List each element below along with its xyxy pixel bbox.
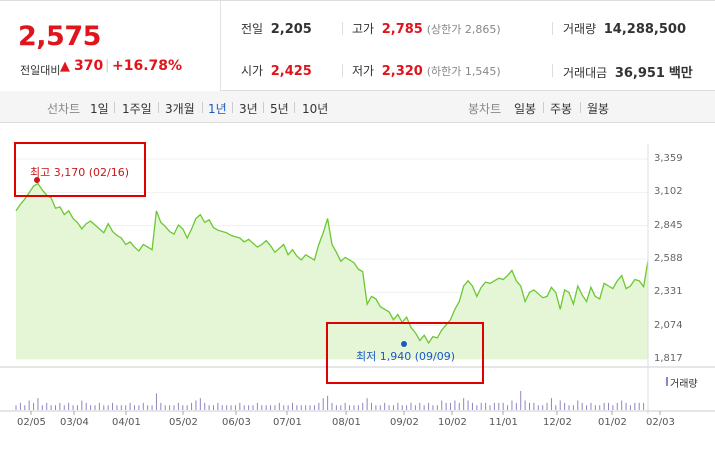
period-divider	[114, 102, 115, 113]
period-divider	[580, 102, 581, 113]
chart-period-bar: 선차트 1일 1주일 3개월 1년 3년 5년 10년 봉차트 일봉 주봉 월봉	[0, 91, 715, 123]
upper-limit: (상한가 2,865)	[426, 23, 501, 36]
candle-chart-label: 봉차트	[468, 102, 502, 116]
prev-close-stat: 전일 2,205	[241, 20, 312, 37]
x-axis-tick-label: 02/05	[17, 417, 46, 428]
candle-monthly[interactable]: 월봉	[587, 102, 610, 116]
period-divider	[294, 102, 295, 113]
y-axis-tick-label: 2,331	[654, 286, 683, 298]
open-label: 시가	[241, 64, 264, 78]
high-highlight-box	[14, 142, 146, 197]
x-axis-tick-label: 02/03	[646, 417, 675, 428]
stat-divider	[342, 22, 343, 35]
y-axis-tick-label: 3,359	[654, 153, 683, 164]
volume-label: 거래량	[563, 22, 597, 36]
price-area-fill	[16, 183, 648, 359]
open-stat: 시가 2,425	[241, 62, 312, 79]
y-axis-tick-label: 2,845	[654, 219, 683, 231]
period-divider	[158, 102, 159, 113]
lower-limit: (하한가 1,545)	[426, 65, 501, 78]
low-annotation: 최저 1,940 (09/09)	[356, 350, 456, 363]
period-10y[interactable]: 10년	[302, 102, 329, 116]
x-axis-tick-label: 05/02	[169, 417, 198, 428]
change-divider: |	[105, 58, 110, 73]
candle-weekly[interactable]: 주봉	[550, 102, 573, 116]
amount-unit: 백만	[668, 66, 693, 81]
period-1d[interactable]: 1일	[90, 102, 109, 116]
x-axis-tick-label: 12/02	[543, 417, 572, 428]
y-axis-tick-label: 2,074	[654, 319, 683, 331]
stat-divider	[552, 22, 553, 35]
high-annotation: 최고 3,170 (02/16)	[30, 166, 130, 179]
prev-close-label: 전일	[241, 22, 264, 36]
change-percent: +16.78%	[112, 58, 183, 74]
period-divider	[543, 102, 544, 113]
x-axis-tick-label: 08/01	[332, 417, 361, 428]
period-divider	[263, 102, 264, 113]
low-label: 저가	[352, 64, 375, 78]
price-line	[15, 182, 649, 345]
period-5y[interactable]: 5년	[270, 102, 289, 116]
x-axis-tick-label: 11/01	[489, 417, 518, 428]
x-axis-tick-label: 04/01	[112, 417, 141, 428]
x-axis-tick-label: 01/02	[598, 417, 627, 428]
low-point-marker	[401, 341, 407, 347]
high-point-marker	[34, 177, 40, 183]
change-value: 370	[74, 58, 104, 74]
x-axis-tick-label: 10/02	[438, 417, 467, 428]
period-1w[interactable]: 1주일	[122, 102, 152, 116]
stat-divider	[342, 64, 343, 77]
prev-close-value: 2,205	[270, 22, 312, 37]
period-divider	[232, 102, 233, 113]
high-stat: 고가 2,785 (상한가 2,865)	[352, 20, 501, 37]
amount-value: 36,951	[614, 66, 665, 81]
volume-legend: 거래량	[670, 379, 698, 390]
period-3y[interactable]: 3년	[239, 102, 258, 116]
y-axis-tick-label: 2,588	[654, 253, 683, 264]
change-label: 전일대비	[20, 64, 61, 77]
volume-stat: 거래량 14,288,500	[563, 20, 686, 37]
stat-divider	[552, 64, 553, 77]
x-axis-tick-label: 09/02	[390, 417, 419, 428]
price-box: 2,575 전일대비 ▲ 370 | +16.78%	[0, 1, 221, 91]
low-stat: 저가 2,320 (하한가 1,545)	[352, 62, 501, 79]
open-value: 2,425	[270, 64, 312, 79]
amount-label: 거래대금	[563, 66, 608, 80]
x-axis-tick-label: 06/03	[222, 417, 251, 428]
high-value: 2,785	[381, 22, 423, 37]
period-divider	[202, 102, 203, 113]
volume-legend-swatch	[666, 377, 668, 386]
period-1y[interactable]: 1년	[208, 102, 227, 116]
high-label: 고가	[352, 22, 375, 36]
candle-daily[interactable]: 일봉	[514, 102, 537, 116]
y-axis-tick-label: 3,102	[654, 186, 683, 198]
current-price: 2,575	[18, 21, 101, 52]
low-value: 2,320	[381, 64, 423, 79]
period-3m[interactable]: 3개월	[165, 102, 195, 116]
up-arrow-icon: ▲	[60, 59, 70, 74]
volume-value: 14,288,500	[603, 22, 687, 37]
line-chart-label: 선차트	[47, 102, 81, 116]
price-chart-svg	[0, 144, 715, 415]
y-axis-tick-label: 1,817	[654, 353, 683, 364]
stock-summary: 2,575 전일대비 ▲ 370 | +16.78% 전일 2,205 고가 2…	[0, 0, 715, 91]
x-axis-tick-label: 03/04	[60, 417, 89, 428]
amount-stat: 거래대금 36,951 백만	[563, 62, 693, 81]
x-axis-tick-label: 07/01	[273, 417, 302, 428]
price-chart: 3,359 3,102 2,845 2,588 2,331 2,074 1,817 02/0…	[0, 124, 715, 456]
low-highlight-box	[326, 322, 484, 384]
